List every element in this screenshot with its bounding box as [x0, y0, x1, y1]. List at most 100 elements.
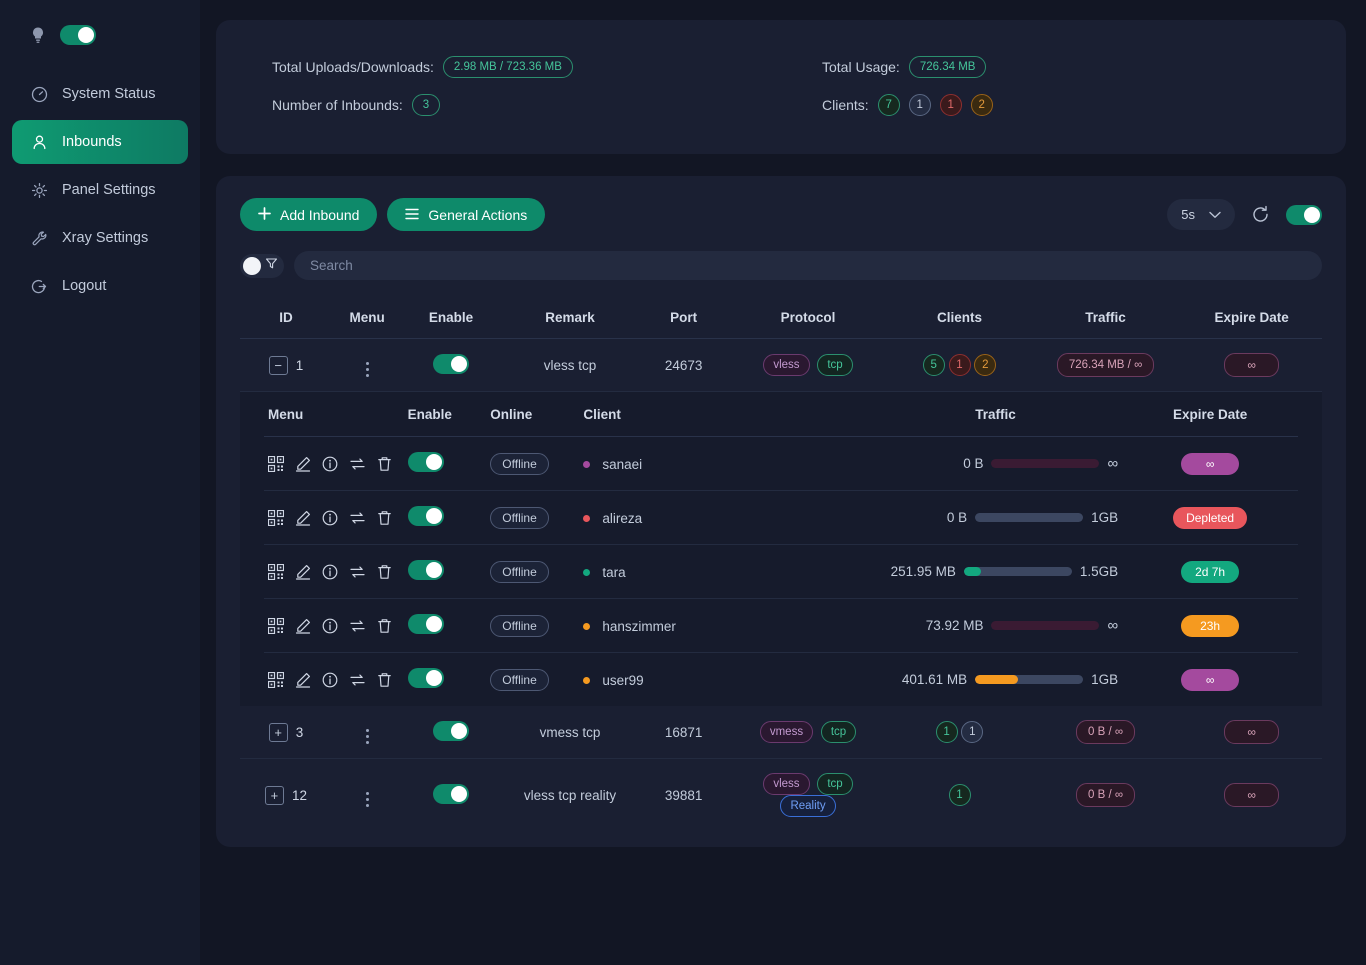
client-row[interactable]: Offline sanaei 0 B ∞ ∞ — [264, 436, 1298, 491]
qrcode-icon[interactable] — [268, 617, 284, 634]
sidebar-item-system-status[interactable]: System Status — [12, 72, 188, 116]
inbound-enable-toggle[interactable] — [432, 353, 469, 374]
traffic-used: 401.61 MB — [901, 672, 968, 687]
sidebar-item-label: Logout — [62, 278, 107, 294]
client-enable-toggle[interactable] — [407, 506, 444, 526]
inbound-expire-cell: ∞ — [1181, 706, 1322, 759]
inbound-port: 16871 — [640, 706, 727, 759]
client-row[interactable]: Offline user99 401.61 MB 1GB ∞ — [264, 653, 1298, 707]
delete-icon[interactable] — [377, 672, 392, 688]
table-row[interactable]: + 3 vmess tcp 16871 vme — [240, 706, 1322, 759]
reset-icon[interactable] — [349, 456, 366, 472]
client-row[interactable]: Offline alireza 0 B 1GB Depleted — [264, 490, 1298, 545]
client-name: hanszimmer — [602, 618, 676, 634]
client-enable-toggle[interactable] — [407, 614, 444, 634]
expire-badge: ∞ — [1181, 668, 1240, 691]
delete-icon[interactable] — [377, 510, 392, 526]
client-expire-cell: 23h — [1122, 598, 1298, 653]
info-icon[interactable] — [322, 564, 338, 580]
delete-icon[interactable] — [377, 564, 392, 580]
inbound-enable-toggle[interactable] — [432, 720, 469, 741]
inbound-enable-toggle[interactable] — [432, 783, 469, 804]
inbound-remark: vless tcp — [499, 338, 641, 392]
info-icon[interactable] — [322, 672, 338, 688]
qrcode-icon[interactable] — [268, 671, 284, 688]
client-enable-cell — [404, 653, 487, 707]
refresh-icon[interactable] — [1251, 205, 1270, 224]
protocol-tag: tcp — [817, 354, 853, 376]
plus-icon — [258, 206, 271, 223]
total-usage-label: Total Usage: — [822, 59, 900, 75]
expand-button[interactable]: + — [264, 785, 284, 805]
column-header-enable: Enable — [403, 392, 487, 437]
sidebar-item-panel-settings[interactable]: Panel Settings — [12, 168, 188, 212]
edit-icon[interactable] — [295, 564, 311, 580]
filter-toggle-knob — [243, 256, 261, 275]
search-input[interactable] — [294, 251, 1322, 280]
client-row[interactable]: Offline tara 251.95 MB 1.5GB 2d 7h — [264, 544, 1298, 599]
general-actions-button[interactable]: General Actions — [387, 198, 546, 231]
reset-icon[interactable] — [349, 510, 366, 526]
info-icon[interactable] — [322, 618, 338, 634]
client-name: user99 — [602, 672, 644, 688]
filter-toggle[interactable] — [240, 253, 284, 278]
total-usage-row: Total Usage: 726.34 MB — [822, 48, 1290, 86]
status-dot — [583, 676, 591, 684]
collapse-button[interactable]: − — [268, 355, 288, 375]
client-enable-toggle[interactable] — [407, 668, 444, 688]
online-status-badge: Offline — [490, 614, 549, 637]
qrcode-icon[interactable] — [268, 509, 284, 526]
reset-icon[interactable] — [349, 672, 366, 688]
inbound-id-cell: + 12 — [240, 759, 332, 832]
client-enable-toggle[interactable] — [407, 452, 444, 472]
sidebar-item-inbounds[interactable]: Inbounds — [12, 120, 188, 164]
client-enable-cell — [403, 598, 487, 653]
edit-icon[interactable] — [295, 672, 311, 688]
info-icon[interactable] — [322, 510, 338, 526]
info-icon[interactable] — [322, 456, 338, 472]
sidebar-item-label: Inbounds — [62, 134, 122, 150]
refresh-interval-select[interactable]: 5s — [1167, 199, 1235, 230]
table-row[interactable]: + 12 vless tcp reality 39881 — [240, 759, 1322, 832]
edit-icon[interactable] — [295, 456, 311, 472]
inbounds-table-header-row: ID Menu Enable Remark Port Protocol Clie… — [240, 296, 1322, 339]
client-traffic-cell: 73.92 MB ∞ — [868, 598, 1123, 653]
refresh-interval-value: 5s — [1181, 207, 1195, 222]
row-menu-button[interactable] — [365, 729, 369, 744]
client-online-cell: Offline — [486, 544, 580, 599]
delete-icon[interactable] — [377, 456, 392, 472]
client-row[interactable]: Offline hanszimmer 73.92 MB ∞ 23h — [264, 598, 1298, 653]
sidebar-item-logout[interactable]: Logout — [12, 264, 188, 308]
traffic-used: 251.95 MB — [890, 564, 956, 579]
reset-icon[interactable] — [349, 564, 366, 580]
expire-badge: ∞ — [1224, 720, 1279, 744]
qrcode-icon[interactable] — [268, 563, 284, 580]
main-content: Total Uploads/Downloads: 2.98 MB / 723.3… — [200, 0, 1366, 965]
client-expire-cell: ∞ — [1122, 436, 1298, 491]
sidebar-item-xray-settings[interactable]: Xray Settings — [12, 216, 188, 260]
add-inbound-button[interactable]: Add Inbound — [240, 198, 378, 231]
column-header-expire: Expire Date — [1122, 392, 1298, 437]
client-traffic-cell: 0 B ∞ — [868, 436, 1123, 491]
table-row[interactable]: − 1 vless tcp 24673 vle — [240, 338, 1322, 392]
protocol-tag: vmess — [759, 721, 814, 743]
qrcode-icon[interactable] — [268, 455, 284, 472]
expand-button[interactable]: + — [268, 722, 288, 742]
total-usage-value: 726.34 MB — [908, 56, 987, 78]
row-menu-button[interactable] — [365, 792, 369, 807]
edit-icon[interactable] — [295, 618, 311, 634]
inbound-menu-cell — [332, 759, 402, 832]
online-status-badge: Offline — [490, 560, 549, 583]
edit-icon[interactable] — [295, 510, 311, 526]
chevron-down-icon — [1209, 207, 1221, 222]
reset-icon[interactable] — [349, 618, 366, 634]
row-menu-button[interactable] — [365, 362, 369, 377]
delete-icon[interactable] — [377, 618, 392, 634]
auto-refresh-toggle[interactable] — [1286, 204, 1322, 225]
protocol-tag: tcp — [817, 773, 853, 795]
stats-column-right: Total Usage: 726.34 MB Clients: 7 1 1 2 — [740, 48, 1290, 124]
client-enable-toggle[interactable] — [407, 560, 444, 580]
theme-toggle-switch[interactable] — [60, 25, 96, 45]
total-uploads-downloads-value: 2.98 MB / 723.36 MB — [442, 56, 573, 78]
clients-label: Clients: — [822, 97, 869, 113]
